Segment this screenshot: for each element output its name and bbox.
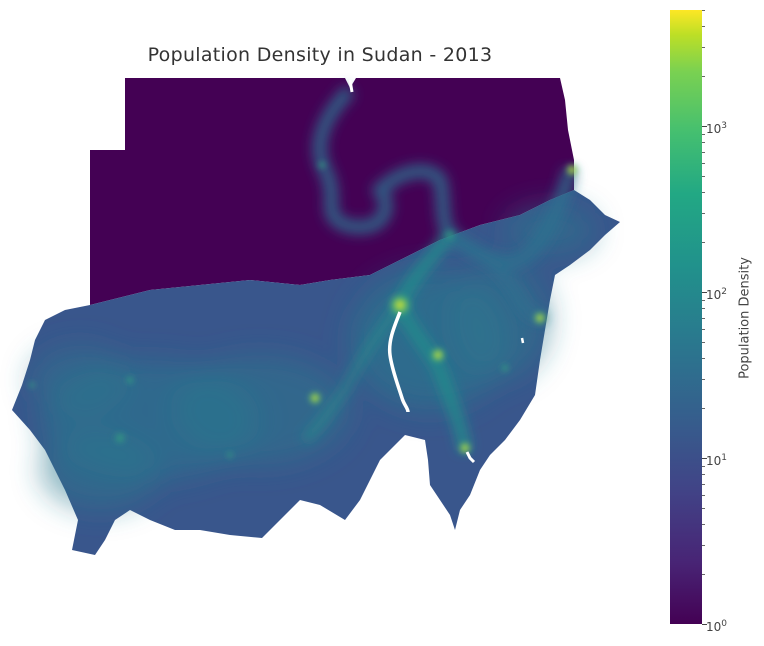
tick-exponent: 0 — [721, 619, 728, 629]
nile-north-gap — [348, 79, 354, 93]
colorbar-minor-tick — [702, 46, 705, 48]
colorbar-minor-tick — [702, 212, 705, 214]
colorbar-gradient — [670, 10, 702, 624]
colorbar-minor-tick — [702, 507, 705, 509]
colorbar-tick-label: 102 — [706, 286, 727, 301]
colorbar-tick-label: 101 — [706, 452, 727, 467]
tick-exponent: 2 — [721, 287, 728, 298]
tick-base: 10 — [706, 454, 722, 468]
colorbar-minor-tick — [702, 465, 705, 467]
city-geneina — [27, 380, 37, 390]
colorbar-minor-tick — [702, 341, 705, 343]
reservoir-east — [520, 337, 525, 344]
tick-base: 10 — [706, 288, 722, 303]
city-kosti — [457, 440, 473, 456]
city-port-sudan — [564, 162, 580, 178]
colorbar-minor-tick — [702, 10, 705, 11]
density-mid-overlay — [30, 205, 595, 510]
colorbar-minor-tick — [702, 328, 705, 330]
colorbar-minor-tick — [702, 308, 705, 310]
tick-exponent: 3 — [721, 121, 728, 132]
colorbar-minor-tick — [702, 574, 705, 576]
tick-base: 10 — [706, 122, 722, 137]
colorbar-minor-tick — [702, 378, 705, 380]
tick-base: 10 — [706, 620, 722, 634]
colorbar-minor-tick — [702, 151, 705, 153]
colorbar-minor-tick — [702, 483, 705, 485]
city-khartoum — [387, 292, 413, 318]
city-el-daein — [225, 450, 235, 460]
map-title: Population Density in Sudan - 2013 — [147, 44, 493, 66]
colorbar-minor-tick — [702, 358, 705, 360]
colorbar-major-tick — [702, 458, 707, 459]
city-dongola — [316, 159, 328, 171]
city-atbara — [443, 228, 457, 242]
colorbar-minor-tick — [702, 474, 705, 476]
colorbar-major-tick — [702, 126, 707, 128]
colorbar-minor-tick — [702, 76, 705, 78]
colorbar-minor-tick — [702, 299, 705, 301]
colorbar-minor-tick — [702, 242, 705, 244]
colorbar-minor-tick — [702, 544, 705, 546]
colorbar-label: Population Density — [737, 257, 753, 379]
city-kassala — [532, 310, 548, 326]
colorbar-minor-tick — [702, 142, 705, 144]
white-nile — [387, 311, 410, 413]
colorbar-tick-label: 100 — [706, 618, 727, 633]
rivers-and-reservoirs — [348, 79, 525, 464]
reservoir-south — [465, 451, 476, 464]
city-nyala — [112, 430, 128, 446]
colorbar-minor-tick — [702, 192, 705, 194]
colorbar-major-tick — [702, 292, 707, 294]
city-wad-madani — [429, 346, 447, 364]
colorbar-minor-tick — [702, 408, 705, 410]
city-el-fasher — [124, 374, 136, 386]
colorbar-minor-tick — [702, 26, 705, 28]
colorbar-minor-tick — [702, 317, 705, 319]
colorbar — [670, 10, 702, 624]
colorbar-minor-tick — [702, 175, 705, 177]
colorbar-minor-tick — [702, 524, 705, 526]
city-el-obeid — [307, 390, 323, 406]
city-gedaref — [499, 362, 511, 374]
colorbar-minor-tick — [702, 494, 705, 496]
urban-centers — [27, 159, 580, 460]
colorbar-minor-tick — [702, 162, 705, 164]
colorbar-major-tick — [702, 624, 707, 625]
tick-exponent: 1 — [721, 453, 728, 463]
colorbar-tick-label: 103 — [706, 120, 727, 135]
colorbar-minor-tick — [702, 133, 705, 135]
